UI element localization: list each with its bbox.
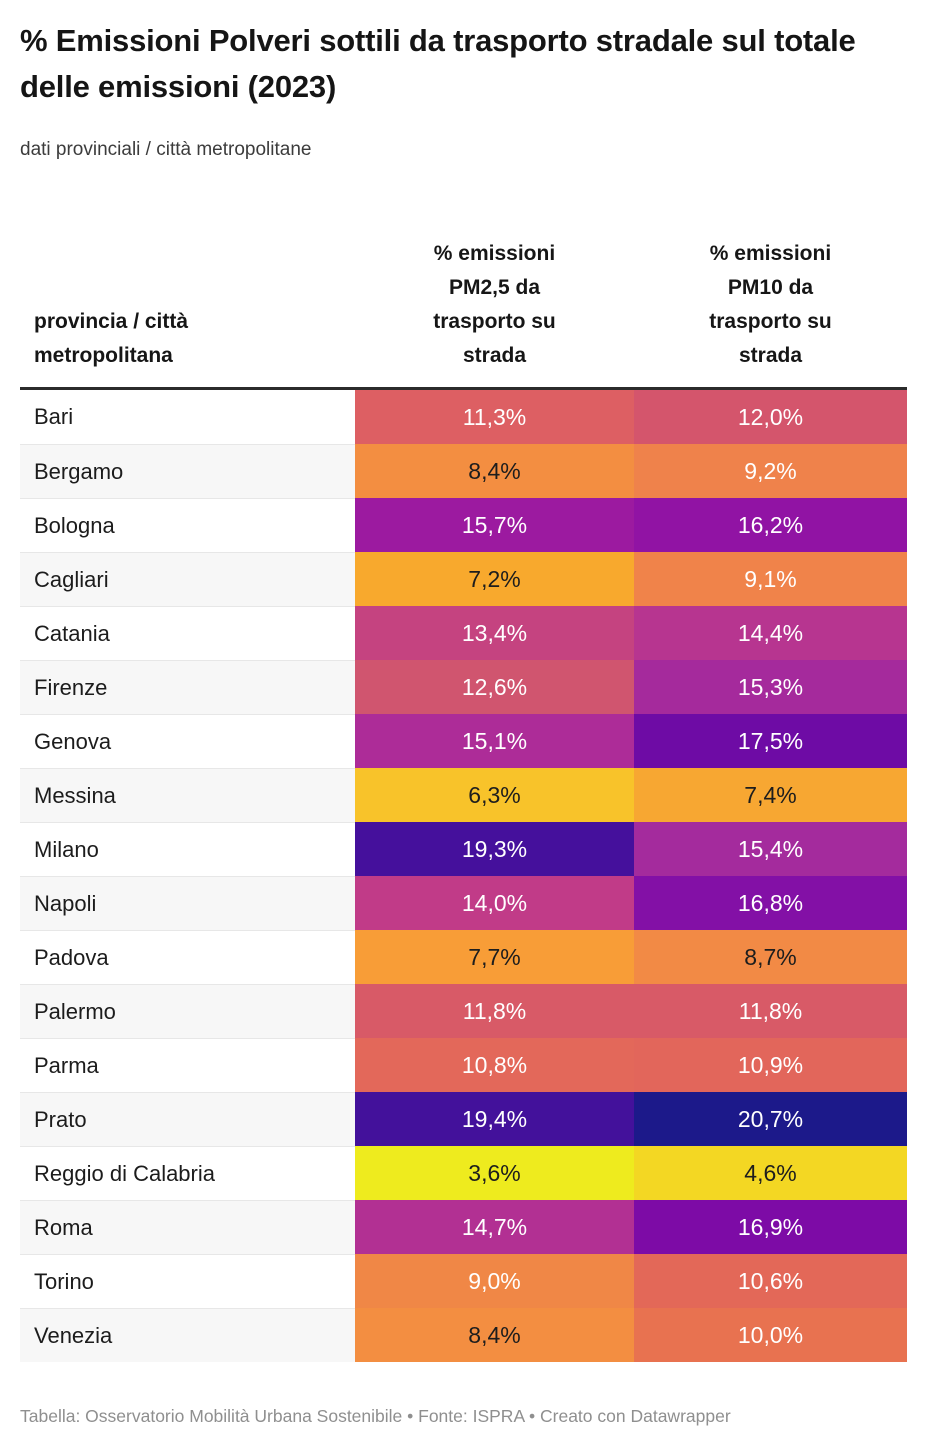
cell-pm25: 7,2%	[355, 552, 634, 607]
page-title: % Emissioni Polveri sottili da trasporto…	[20, 23, 856, 104]
cell-pm10: 10,9%	[634, 1038, 907, 1093]
cell-pm10: 9,1%	[634, 552, 907, 607]
cell-pm25: 19,4%	[355, 1092, 634, 1147]
table-row: Parma 10,8% 10,9%	[20, 1038, 907, 1093]
row-name: Bergamo	[20, 444, 355, 499]
cell-pm10: 9,2%	[634, 444, 907, 499]
table-body: Bari 11,3% 12,0% Bergamo 8,4% 9,2% Bolog…	[20, 390, 907, 1363]
table-row: Venezia 8,4% 10,0%	[20, 1308, 907, 1363]
cell-pm10: 10,0%	[634, 1308, 907, 1363]
table-row: Napoli 14,0% 16,8%	[20, 876, 907, 931]
table-row: Reggio di Calabria 3,6% 4,6%	[20, 1146, 907, 1201]
cell-pm25: 15,1%	[355, 714, 634, 769]
cell-pm25: 11,3%	[355, 390, 634, 445]
cell-pm25: 10,8%	[355, 1038, 634, 1093]
cell-pm25: 15,7%	[355, 498, 634, 553]
table-row: Palermo 11,8% 11,8%	[20, 984, 907, 1039]
table-row: Firenze 12,6% 15,3%	[20, 660, 907, 715]
cell-pm25: 8,4%	[355, 1308, 634, 1363]
row-name: Firenze	[20, 660, 355, 715]
cell-pm10: 20,7%	[634, 1092, 907, 1147]
row-name: Padova	[20, 930, 355, 985]
chart-header: % Emissioni Polveri sottili da trasporto…	[0, 0, 928, 163]
table-row: Prato 19,4% 20,7%	[20, 1092, 907, 1147]
row-name: Prato	[20, 1092, 355, 1147]
table-header-row: provincia / città metropolitana % emissi…	[20, 237, 907, 391]
cell-pm25: 3,6%	[355, 1146, 634, 1201]
row-name: Torino	[20, 1254, 355, 1309]
table-row: Milano 19,3% 15,4%	[20, 822, 907, 877]
row-name: Genova	[20, 714, 355, 769]
row-name: Napoli	[20, 876, 355, 931]
cell-pm10: 8,7%	[634, 930, 907, 985]
cell-pm10: 4,6%	[634, 1146, 907, 1201]
table-row: Catania 13,4% 14,4%	[20, 606, 907, 661]
cell-pm10: 16,2%	[634, 498, 907, 553]
row-name: Parma	[20, 1038, 355, 1093]
cell-pm10: 15,4%	[634, 822, 907, 877]
cell-pm25: 8,4%	[355, 444, 634, 499]
cell-pm25: 7,7%	[355, 930, 634, 985]
row-name: Messina	[20, 768, 355, 823]
cell-pm10: 14,4%	[634, 606, 907, 661]
cell-pm10: 17,5%	[634, 714, 907, 769]
column-header-pm25: % emissioni PM2,5 da trasporto su strada	[433, 242, 556, 368]
table-row: Genova 15,1% 17,5%	[20, 714, 907, 769]
table-row: Bari 11,3% 12,0%	[20, 390, 907, 445]
column-header-provincia: provincia / città metropolitana	[34, 310, 189, 368]
emissions-table: provincia / città metropolitana % emissi…	[20, 237, 907, 1363]
cell-pm10: 12,0%	[634, 390, 907, 445]
table-row: Bologna 15,7% 16,2%	[20, 498, 907, 553]
row-name: Roma	[20, 1200, 355, 1255]
page-subtitle: dati provinciali / città metropolitane	[20, 138, 312, 160]
row-name: Venezia	[20, 1308, 355, 1363]
table-row: Messina 6,3% 7,4%	[20, 768, 907, 823]
row-name: Cagliari	[20, 552, 355, 607]
cell-pm10: 10,6%	[634, 1254, 907, 1309]
column-header-pm10: % emissioni PM10 da trasporto su strada	[709, 242, 832, 368]
cell-pm25: 14,0%	[355, 876, 634, 931]
cell-pm25: 14,7%	[355, 1200, 634, 1255]
row-name: Catania	[20, 606, 355, 661]
table-row: Cagliari 7,2% 9,1%	[20, 552, 907, 607]
footer-credit: Tabella: Osservatorio Mobilità Urbana So…	[20, 1406, 731, 1427]
row-name: Bari	[20, 390, 355, 445]
cell-pm10: 15,3%	[634, 660, 907, 715]
cell-pm25: 9,0%	[355, 1254, 634, 1309]
cell-pm10: 16,9%	[634, 1200, 907, 1255]
cell-pm25: 13,4%	[355, 606, 634, 661]
row-name: Milano	[20, 822, 355, 877]
row-name: Palermo	[20, 984, 355, 1039]
cell-pm25: 12,6%	[355, 660, 634, 715]
table-row: Torino 9,0% 10,6%	[20, 1254, 907, 1309]
row-name: Bologna	[20, 498, 355, 553]
table-row: Bergamo 8,4% 9,2%	[20, 444, 907, 499]
table-row: Padova 7,7% 8,7%	[20, 930, 907, 985]
cell-pm25: 11,8%	[355, 984, 634, 1039]
cell-pm10: 7,4%	[634, 768, 907, 823]
cell-pm25: 6,3%	[355, 768, 634, 823]
table-row: Roma 14,7% 16,9%	[20, 1200, 907, 1255]
cell-pm25: 19,3%	[355, 822, 634, 877]
cell-pm10: 11,8%	[634, 984, 907, 1039]
row-name: Reggio di Calabria	[20, 1146, 355, 1201]
cell-pm10: 16,8%	[634, 876, 907, 931]
